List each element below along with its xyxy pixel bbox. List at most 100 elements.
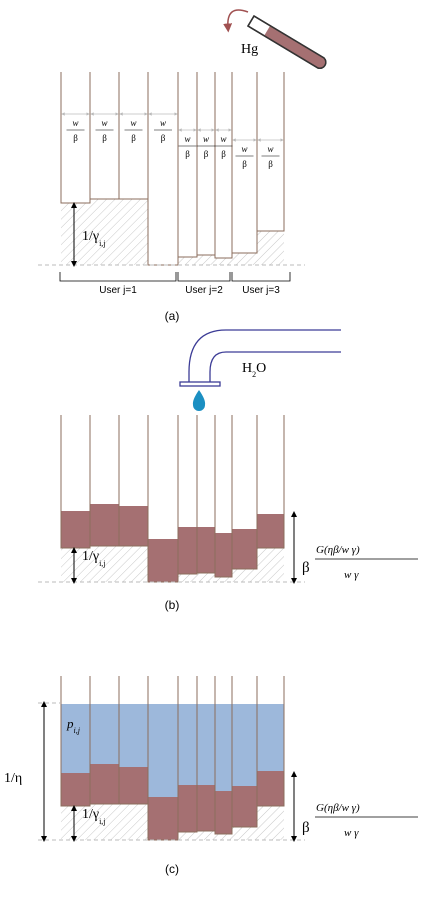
panel-c-hatch (61, 804, 284, 840)
panel-c-power-label: pi,j (66, 716, 81, 735)
mercury-block (148, 539, 178, 582)
fraction-numerator: w (220, 134, 226, 144)
hatch-block (257, 806, 284, 840)
fraction-numerator: w (160, 118, 166, 128)
hatch-block (257, 231, 284, 265)
water-block (257, 758, 284, 771)
fraction-numerator: w (267, 144, 273, 154)
water-block (148, 758, 178, 797)
hatch-block (119, 546, 148, 582)
panel-a-floor-label: 1/γi,j (82, 229, 106, 248)
water-block (197, 758, 215, 785)
fraction-numerator: w (130, 118, 136, 128)
water-block (232, 758, 257, 786)
mercury-block (61, 773, 90, 806)
panel-c-formula-denominator: w γ (344, 827, 359, 839)
mercury-block (119, 506, 148, 546)
user-group-brackets: User j=1 User j=2 User j=3 (59, 272, 291, 296)
panel-c-columns (60, 676, 285, 841)
fraction-numerator: w (203, 134, 209, 144)
panel-b-formula-numerator: G(ηβ/w γ) (316, 544, 360, 556)
mercury-block (178, 785, 197, 832)
hatch-block (215, 834, 232, 840)
panel-b-floor-label: 1/γi,j (82, 549, 106, 568)
user-group-1-label: User j=1 (99, 285, 137, 296)
panel-c-floor-label: 1/γi,j (82, 807, 106, 826)
channel-column (177, 72, 198, 258)
fraction-denominator: β (131, 133, 136, 143)
hatch-block (215, 258, 232, 265)
fraction-denominator: β (185, 149, 190, 159)
mercury-block (215, 791, 232, 834)
panel-b-beta-label: β (302, 560, 310, 576)
panel-a-hatch (61, 199, 284, 265)
hatch-block (257, 548, 284, 582)
hatch-block (178, 832, 197, 840)
hatch-block (215, 577, 232, 582)
mercury-label: Hg (241, 42, 258, 57)
mercury-block (197, 527, 215, 573)
fraction-denominator: β (161, 133, 166, 143)
hatch-block (197, 255, 215, 265)
water-block (215, 758, 232, 791)
channel-column (214, 72, 233, 259)
water-drop-icon (192, 390, 206, 411)
panel-b: H2O 1/γi,j β G(ηβ/w γ) w γ (b) (38, 329, 418, 612)
mercury-block (197, 785, 215, 831)
hatch-block (90, 804, 119, 840)
water-block (61, 758, 90, 773)
mercury-block (148, 797, 178, 840)
fraction-denominator: β (73, 133, 78, 143)
hatch-block (232, 253, 257, 265)
panel-c-mercury (61, 764, 284, 840)
fraction-denominator: β (204, 149, 209, 159)
mercury-block (119, 767, 148, 804)
user-group-3-label: User j=3 (242, 285, 280, 296)
mercury-block (90, 504, 119, 546)
channel-column (256, 676, 285, 807)
hatch-block (197, 573, 215, 582)
water-block (178, 758, 197, 785)
fraction-denominator: β (221, 149, 226, 159)
fraction-denominator: β (268, 159, 273, 169)
hatch-block (178, 257, 197, 265)
channel-column (147, 72, 179, 266)
hatch-block (178, 574, 197, 582)
test-tube-icon (246, 14, 327, 70)
fraction-numerator: w (101, 118, 107, 128)
mercury-block (178, 527, 197, 574)
channel-column (256, 72, 285, 232)
mercury-block (257, 514, 284, 548)
hatch-block (232, 827, 257, 840)
panel-b-formula-denominator: w γ (344, 569, 359, 581)
fraction-denominator: β (102, 133, 107, 143)
mercury-block (232, 529, 257, 569)
mercury-block (232, 786, 257, 827)
panel-c-level-label: 1/η (4, 771, 22, 786)
hatch-block (232, 569, 257, 582)
water-fill (61, 704, 284, 758)
fraction-numerator: w (72, 118, 78, 128)
hatch-block (119, 199, 148, 265)
panel-a-columns (60, 72, 285, 266)
channel-column (196, 72, 216, 256)
panel-c-caption: (c) (165, 862, 179, 876)
fraction-numerator: w (184, 134, 190, 144)
mercury-block (215, 533, 232, 577)
channel-column (256, 415, 285, 549)
hatch-block (90, 199, 119, 265)
panel-a-caption: (a) (165, 309, 180, 323)
panel-c-water (61, 758, 284, 797)
panel-b-caption: (b) (165, 598, 180, 612)
user-group-2-label: User j=2 (185, 285, 223, 296)
fraction-numerator: w (241, 144, 247, 154)
panel-c-formula-numerator: G(ηβ/w γ) (316, 802, 360, 814)
water-block (119, 758, 148, 767)
water-label: H2O (242, 361, 266, 379)
panel-c-beta-label: β (302, 820, 310, 836)
hatch-block (90, 546, 119, 582)
panel-b-mercury (61, 504, 284, 582)
